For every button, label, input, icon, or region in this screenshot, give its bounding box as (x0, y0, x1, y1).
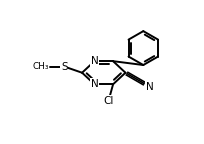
Text: Cl: Cl (103, 96, 114, 106)
Text: N: N (91, 79, 98, 89)
Text: S: S (61, 62, 68, 72)
Text: N: N (91, 56, 98, 66)
Text: CH₃: CH₃ (32, 62, 49, 71)
Text: N: N (146, 82, 153, 92)
